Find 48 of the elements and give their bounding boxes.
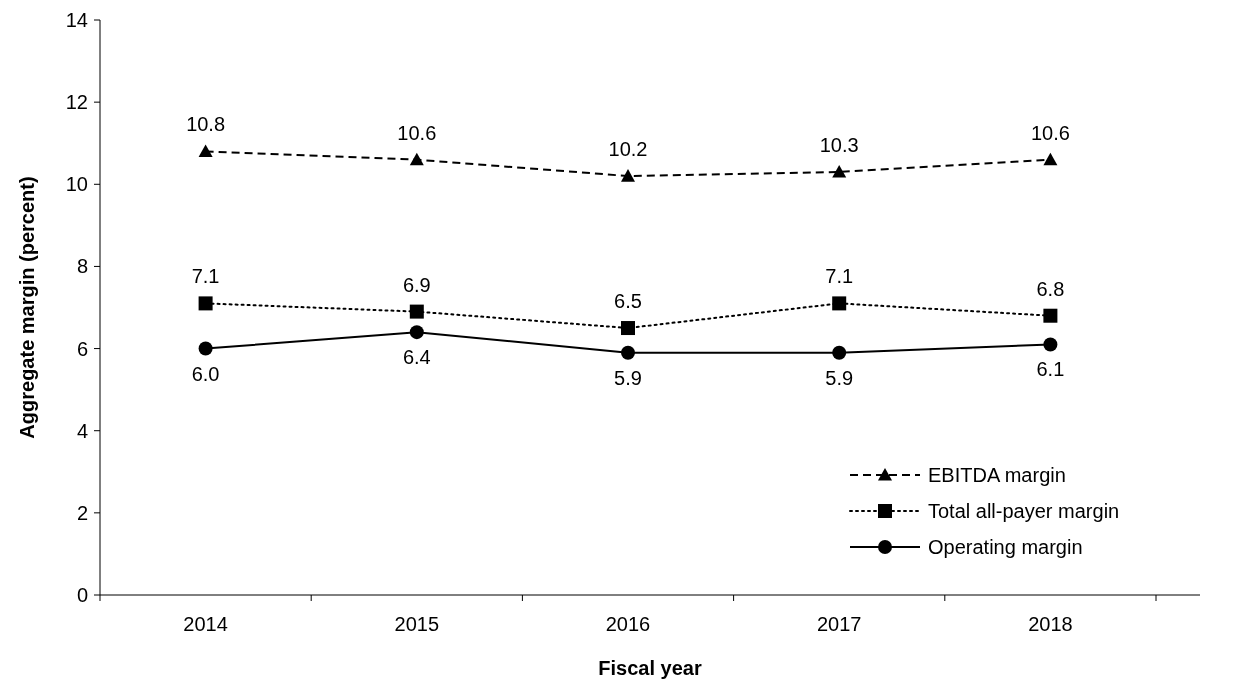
x-axis-title: Fiscal year (598, 657, 702, 679)
data-label: 6.1 (1036, 358, 1065, 381)
x-tick-label: 2015 (394, 613, 440, 635)
y-tick-label: 14 (65, 9, 88, 31)
point (1043, 308, 1058, 323)
data-label: 10.3 (819, 133, 859, 156)
point (409, 152, 424, 166)
data-label: 6.8 (1036, 277, 1065, 300)
point (198, 296, 213, 311)
data-label: 10.6 (1030, 121, 1070, 144)
data-label: 6.0 (191, 362, 220, 385)
point (621, 321, 635, 336)
x-tick-label: 2016 (605, 613, 651, 635)
data-label: 6.9 (402, 273, 431, 296)
x-tick-label: 2017 (816, 613, 862, 635)
data-label: 10.8 (186, 113, 226, 136)
data-label: 5.9 (614, 366, 642, 389)
data-label: 10.2 (608, 138, 648, 161)
legend-label: EBITDA margin (928, 464, 1066, 486)
x-tick-label: 2014 (183, 613, 228, 635)
data-label: 10.6 (397, 121, 437, 144)
point (409, 304, 424, 319)
point (198, 144, 213, 158)
y-tick-label: 8 (76, 255, 88, 278)
x-tick-label: 2018 (1028, 613, 1073, 635)
y-tick-label: 12 (65, 91, 88, 114)
y-tick-label: 2 (76, 501, 88, 524)
y-axis-title: Aggregate margin (percent) (16, 176, 38, 439)
point (832, 296, 847, 311)
point (1043, 337, 1058, 352)
point (1043, 152, 1058, 166)
y-tick-label: 0 (76, 584, 88, 606)
data-label: 6.5 (614, 290, 642, 313)
legend-label: Total all-payer margin (928, 500, 1120, 522)
data-label: 5.9 (825, 366, 854, 389)
point (621, 169, 635, 182)
point (621, 345, 635, 360)
point (832, 345, 847, 360)
y-tick-label: 4 (76, 419, 88, 442)
y-tick-label: 10 (65, 173, 88, 196)
data-label: 6.4 (402, 346, 431, 369)
legend-label: Operating margin (928, 536, 1083, 558)
point (409, 325, 424, 340)
point (832, 164, 847, 178)
y-tick-label: 6 (76, 337, 88, 360)
point (198, 341, 213, 356)
data-label: 7.1 (825, 265, 854, 288)
data-label: 7.1 (191, 265, 220, 288)
